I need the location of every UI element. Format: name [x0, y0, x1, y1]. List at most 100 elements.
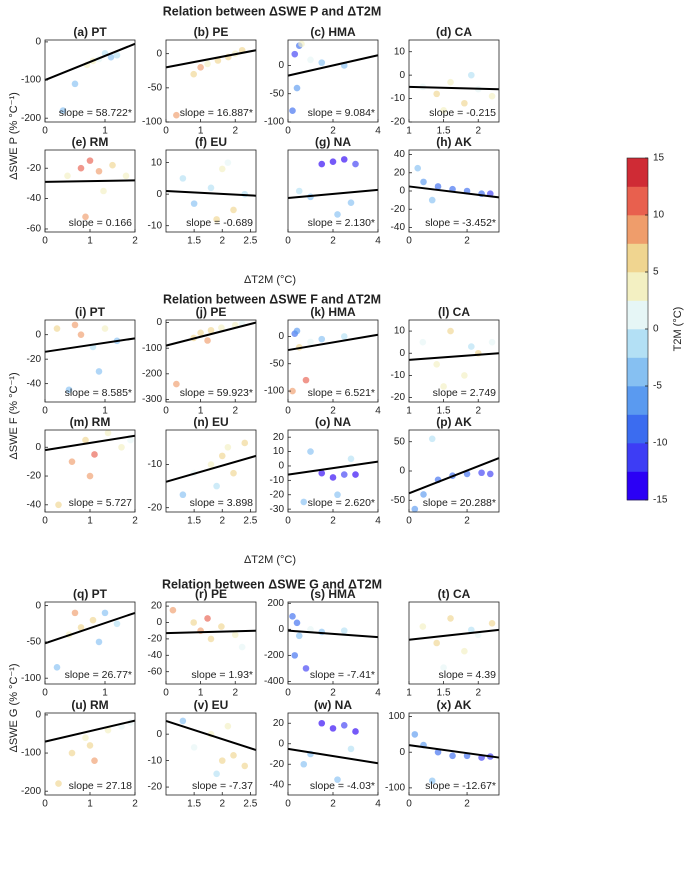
point: [340, 627, 348, 634]
y-tick-label: 20: [151, 601, 163, 612]
point: [300, 760, 308, 768]
slope-annotation: slope = -0.689: [186, 217, 253, 229]
colorbar-tick-label: -5: [653, 381, 662, 392]
panel-title: (d) CA: [436, 25, 472, 39]
y-tick-label: -10: [148, 459, 163, 470]
point: [224, 443, 232, 451]
x-tick-label: 0: [285, 406, 291, 417]
point: [68, 458, 76, 465]
point: [478, 469, 485, 477]
point: [440, 383, 447, 390]
point: [238, 643, 246, 651]
panel-frame: [408, 319, 500, 403]
point: [329, 474, 337, 481]
x-tick-label: 4: [375, 799, 381, 810]
point: [440, 106, 447, 114]
point: [334, 776, 341, 783]
x-tick-label: 2.5: [243, 799, 257, 810]
point: [468, 626, 475, 634]
point: [77, 331, 85, 338]
y-tick-label: -30: [270, 504, 285, 515]
point: [329, 725, 337, 732]
x-tick-label: 0: [42, 236, 48, 247]
y-tick-label: 0: [35, 329, 41, 340]
y-tick-label: 10: [273, 446, 285, 457]
point: [169, 606, 177, 614]
point: [91, 757, 98, 764]
x-tick-label: 2: [232, 406, 238, 417]
point: [86, 742, 94, 749]
y-tick-label: -10: [391, 370, 406, 381]
point: [340, 156, 348, 163]
point: [352, 471, 359, 478]
y-tick-label: 0: [156, 48, 162, 59]
x-tick-label: 1: [198, 688, 204, 699]
point: [113, 51, 121, 59]
slope-annotation: slope = 2.620*: [308, 497, 375, 509]
colorbar-swatch: [627, 357, 648, 387]
slope-annotation: slope = 2.749: [433, 387, 497, 399]
y-tick-label: -100: [142, 343, 162, 354]
section-title: Relation between ΔSWE P and ΔT2M: [163, 4, 381, 18]
y-tick-label: 20: [273, 432, 285, 443]
panel-title: (p) AK: [436, 415, 472, 429]
y-tick-label: -40: [391, 222, 406, 233]
y-tick-label: 0: [156, 617, 162, 628]
point: [82, 734, 89, 742]
panel-frame: [165, 319, 257, 403]
point: [230, 752, 237, 759]
fit-line: [287, 747, 379, 765]
point: [95, 368, 103, 375]
point: [293, 619, 301, 627]
point: [95, 638, 103, 646]
point: [122, 172, 130, 180]
colorbar-swatch: [627, 272, 648, 301]
point: [488, 92, 496, 100]
colorbar-swatch: [627, 386, 648, 415]
colorbar-label: T2M (°C): [672, 307, 684, 352]
x-tick-label: 2: [464, 799, 470, 810]
point: [434, 183, 442, 190]
fit-line: [287, 54, 379, 77]
y-tick-label: -50: [391, 495, 406, 506]
point: [302, 376, 310, 384]
y-tick-label: 0: [278, 461, 284, 472]
point: [434, 748, 442, 756]
fit-line: [165, 49, 257, 69]
x-tick-label: 1: [198, 126, 204, 137]
colorbar-tick-label: -15: [653, 495, 668, 506]
point: [213, 770, 220, 778]
point: [91, 451, 98, 458]
point: [113, 620, 121, 628]
x-tick-label: 0: [285, 126, 291, 137]
y-tick-label: -100: [21, 75, 41, 86]
y-tick-label: -200: [142, 368, 162, 379]
fit-line: [408, 457, 500, 495]
x-tick-label: 2: [330, 126, 336, 137]
panel-frame: [165, 429, 257, 513]
point: [318, 719, 326, 727]
y-tick-label: -60: [148, 666, 163, 677]
x-tick-label: 0: [406, 799, 412, 810]
point: [218, 623, 225, 630]
point: [71, 80, 79, 88]
fit-line: [287, 629, 379, 639]
y-tick-label: 10: [394, 326, 406, 337]
slope-annotation: slope = 20.288*: [423, 497, 496, 509]
section-title: Relation between ΔSWE F and ΔT2M: [163, 292, 381, 306]
point: [433, 361, 440, 368]
y-tick-label: -50: [270, 88, 285, 99]
y-tick-label: -10: [148, 220, 163, 231]
fit-line: [44, 719, 136, 743]
y-tick-label: -300: [142, 394, 162, 405]
y-tick-label: -20: [270, 489, 285, 500]
x-tick-label: 2: [219, 236, 225, 247]
x-tick-label: 1: [102, 126, 108, 137]
point: [420, 178, 427, 186]
x-tick-label: 0: [42, 126, 48, 137]
point: [179, 717, 187, 725]
point: [118, 443, 125, 451]
x-tick-label: 1.5: [437, 126, 451, 137]
point: [347, 199, 355, 207]
panel-title: (u) RM: [71, 698, 108, 712]
